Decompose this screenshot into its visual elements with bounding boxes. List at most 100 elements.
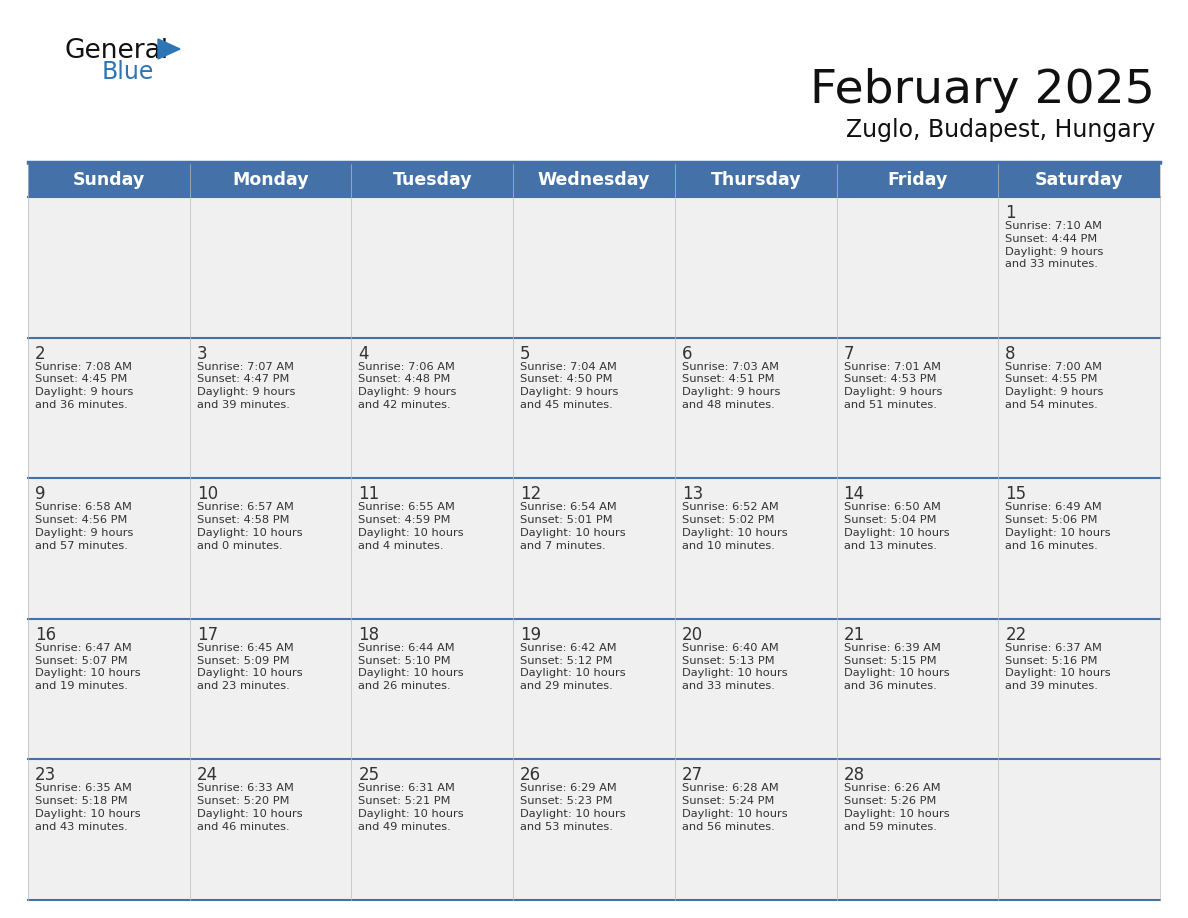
Text: Sunrise: 6:37 AM
Sunset: 5:16 PM
Daylight: 10 hours
and 39 minutes.: Sunrise: 6:37 AM Sunset: 5:16 PM Dayligh… [1005,643,1111,691]
Bar [513,478,675,619]
Bar [836,478,998,619]
Text: Sunrise: 6:44 AM
Sunset: 5:10 PM
Daylight: 10 hours
and 26 minutes.: Sunrise: 6:44 AM Sunset: 5:10 PM Dayligh… [359,643,465,691]
Bar [29,478,190,619]
Bar [352,338,513,478]
Text: Sunrise: 6:26 AM
Sunset: 5:26 PM
Daylight: 10 hours
and 59 minutes.: Sunrise: 6:26 AM Sunset: 5:26 PM Dayligh… [843,783,949,832]
Text: 10: 10 [197,486,217,503]
Text: 11: 11 [359,486,380,503]
Text: Sunrise: 7:10 AM
Sunset: 4:44 PM
Daylight: 9 hours
and 33 minutes.: Sunrise: 7:10 AM Sunset: 4:44 PM Dayligh… [1005,221,1104,269]
Text: General: General [65,38,169,64]
Text: 21: 21 [843,626,865,644]
Bar [675,338,836,478]
Bar [675,197,836,338]
Text: Thursday: Thursday [710,171,801,189]
Text: 26: 26 [520,767,542,784]
Text: 17: 17 [197,626,217,644]
Text: 12: 12 [520,486,542,503]
Bar [836,759,998,900]
Text: Friday: Friday [887,171,948,189]
Text: Monday: Monday [233,171,309,189]
Bar [998,619,1159,759]
Bar [352,759,513,900]
Bar [513,197,675,338]
Text: Sunrise: 6:28 AM
Sunset: 5:24 PM
Daylight: 10 hours
and 56 minutes.: Sunrise: 6:28 AM Sunset: 5:24 PM Dayligh… [682,783,788,832]
Bar [675,478,836,619]
Text: Sunrise: 6:49 AM
Sunset: 5:06 PM
Daylight: 10 hours
and 16 minutes.: Sunrise: 6:49 AM Sunset: 5:06 PM Dayligh… [1005,502,1111,551]
Bar [675,619,836,759]
Text: Sunrise: 6:40 AM
Sunset: 5:13 PM
Daylight: 10 hours
and 33 minutes.: Sunrise: 6:40 AM Sunset: 5:13 PM Dayligh… [682,643,788,691]
Text: 1: 1 [1005,204,1016,222]
Text: Sunrise: 7:01 AM
Sunset: 4:53 PM
Daylight: 9 hours
and 51 minutes.: Sunrise: 7:01 AM Sunset: 4:53 PM Dayligh… [843,362,942,410]
Text: Sunrise: 6:57 AM
Sunset: 4:58 PM
Daylight: 10 hours
and 0 minutes.: Sunrise: 6:57 AM Sunset: 4:58 PM Dayligh… [197,502,302,551]
Text: Sunrise: 6:29 AM
Sunset: 5:23 PM
Daylight: 10 hours
and 53 minutes.: Sunrise: 6:29 AM Sunset: 5:23 PM Dayligh… [520,783,626,832]
Text: 9: 9 [34,486,45,503]
Text: 3: 3 [197,344,208,363]
Text: 23: 23 [34,767,56,784]
Bar [513,338,675,478]
Bar [998,197,1159,338]
Bar [190,197,352,338]
Text: 24: 24 [197,767,217,784]
Text: Wednesday: Wednesday [538,171,650,189]
Bar [352,197,513,338]
Bar [352,478,513,619]
Text: 5: 5 [520,344,531,363]
Bar [190,619,352,759]
Text: 14: 14 [843,486,865,503]
Bar [29,197,190,338]
Text: Sunrise: 6:52 AM
Sunset: 5:02 PM
Daylight: 10 hours
and 10 minutes.: Sunrise: 6:52 AM Sunset: 5:02 PM Dayligh… [682,502,788,551]
Text: February 2025: February 2025 [810,68,1155,113]
Text: Sunrise: 6:58 AM
Sunset: 4:56 PM
Daylight: 9 hours
and 57 minutes.: Sunrise: 6:58 AM Sunset: 4:56 PM Dayligh… [34,502,133,551]
Text: Sunrise: 6:47 AM
Sunset: 5:07 PM
Daylight: 10 hours
and 19 minutes.: Sunrise: 6:47 AM Sunset: 5:07 PM Dayligh… [34,643,140,691]
Text: Sunrise: 7:03 AM
Sunset: 4:51 PM
Daylight: 9 hours
and 48 minutes.: Sunrise: 7:03 AM Sunset: 4:51 PM Dayligh… [682,362,781,410]
Bar [675,759,836,900]
Text: 25: 25 [359,767,379,784]
Text: Sunrise: 7:00 AM
Sunset: 4:55 PM
Daylight: 9 hours
and 54 minutes.: Sunrise: 7:00 AM Sunset: 4:55 PM Dayligh… [1005,362,1104,410]
Text: 16: 16 [34,626,56,644]
Text: 27: 27 [682,767,703,784]
Bar [998,759,1159,900]
Text: Sunrise: 6:33 AM
Sunset: 5:20 PM
Daylight: 10 hours
and 46 minutes.: Sunrise: 6:33 AM Sunset: 5:20 PM Dayligh… [197,783,302,832]
Polygon shape [158,39,181,59]
Text: 20: 20 [682,626,703,644]
Bar [513,759,675,900]
Text: Sunrise: 6:55 AM
Sunset: 4:59 PM
Daylight: 10 hours
and 4 minutes.: Sunrise: 6:55 AM Sunset: 4:59 PM Dayligh… [359,502,465,551]
Text: Sunrise: 6:54 AM
Sunset: 5:01 PM
Daylight: 10 hours
and 7 minutes.: Sunrise: 6:54 AM Sunset: 5:01 PM Dayligh… [520,502,626,551]
Bar [190,759,352,900]
Text: 18: 18 [359,626,379,644]
Bar [836,338,998,478]
Text: Sunrise: 7:08 AM
Sunset: 4:45 PM
Daylight: 9 hours
and 36 minutes.: Sunrise: 7:08 AM Sunset: 4:45 PM Dayligh… [34,362,133,410]
Bar [352,619,513,759]
Text: Sunrise: 6:39 AM
Sunset: 5:15 PM
Daylight: 10 hours
and 36 minutes.: Sunrise: 6:39 AM Sunset: 5:15 PM Dayligh… [843,643,949,691]
Text: 6: 6 [682,344,693,363]
Bar [836,619,998,759]
Bar [998,338,1159,478]
Text: Blue: Blue [102,60,154,84]
Bar [29,619,190,759]
Text: Sunrise: 7:06 AM
Sunset: 4:48 PM
Daylight: 9 hours
and 42 minutes.: Sunrise: 7:06 AM Sunset: 4:48 PM Dayligh… [359,362,457,410]
Bar [29,759,190,900]
Text: Sunrise: 6:42 AM
Sunset: 5:12 PM
Daylight: 10 hours
and 29 minutes.: Sunrise: 6:42 AM Sunset: 5:12 PM Dayligh… [520,643,626,691]
Text: Sunrise: 7:04 AM
Sunset: 4:50 PM
Daylight: 9 hours
and 45 minutes.: Sunrise: 7:04 AM Sunset: 4:50 PM Dayligh… [520,362,619,410]
Bar [513,619,675,759]
Text: Sunrise: 6:31 AM
Sunset: 5:21 PM
Daylight: 10 hours
and 49 minutes.: Sunrise: 6:31 AM Sunset: 5:21 PM Dayligh… [359,783,465,832]
Text: 15: 15 [1005,486,1026,503]
Text: Zuglo, Budapest, Hungary: Zuglo, Budapest, Hungary [846,118,1155,142]
Text: 7: 7 [843,344,854,363]
Text: 8: 8 [1005,344,1016,363]
Bar [836,197,998,338]
Bar [998,478,1159,619]
Bar [29,163,1159,197]
Text: 19: 19 [520,626,542,644]
Bar [29,338,190,478]
Text: Sunrise: 6:50 AM
Sunset: 5:04 PM
Daylight: 10 hours
and 13 minutes.: Sunrise: 6:50 AM Sunset: 5:04 PM Dayligh… [843,502,949,551]
Text: Sunrise: 6:45 AM
Sunset: 5:09 PM
Daylight: 10 hours
and 23 minutes.: Sunrise: 6:45 AM Sunset: 5:09 PM Dayligh… [197,643,302,691]
Text: Tuesday: Tuesday [392,171,472,189]
Bar [190,338,352,478]
Bar [190,478,352,619]
Text: 13: 13 [682,486,703,503]
Text: Sunrise: 7:07 AM
Sunset: 4:47 PM
Daylight: 9 hours
and 39 minutes.: Sunrise: 7:07 AM Sunset: 4:47 PM Dayligh… [197,362,295,410]
Text: 2: 2 [34,344,45,363]
Text: 4: 4 [359,344,369,363]
Text: Saturday: Saturday [1035,171,1124,189]
